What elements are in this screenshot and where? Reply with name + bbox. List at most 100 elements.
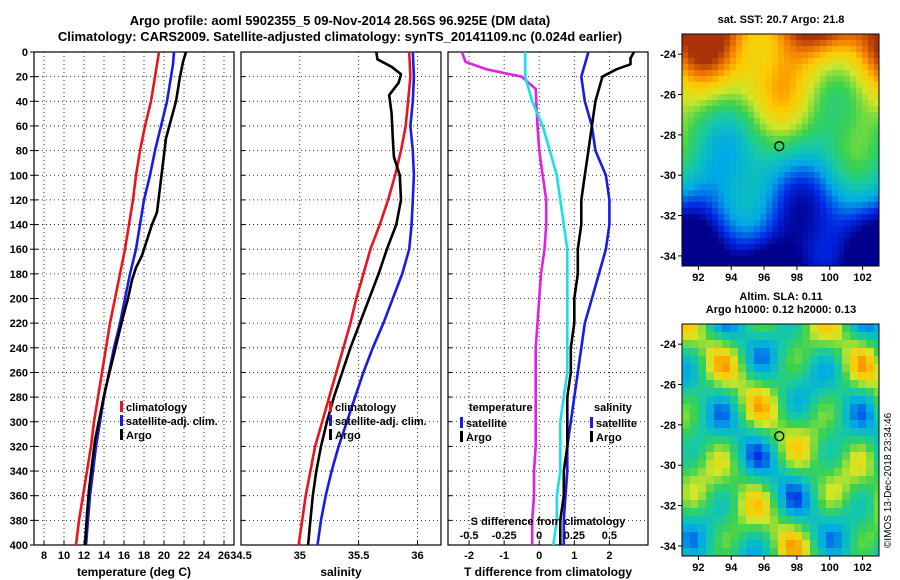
map-cell [796,124,802,130]
map-cell [784,118,790,124]
map-cell [862,262,868,266]
series-line-s-difference-vs-climatology [460,51,548,545]
map-cell [742,226,748,232]
map-cell [770,500,778,508]
map-cell [844,148,850,154]
map-cell [784,130,790,136]
map-cell [746,484,754,492]
map-cell [712,232,718,238]
map-cell [722,476,730,484]
map-cell [746,388,754,396]
map-cell [784,40,790,46]
map-cell [766,214,772,220]
map-cell [714,476,722,484]
map-cell [746,372,754,380]
map-cell [832,244,838,250]
map-cell [766,88,772,94]
series-line-argo [83,51,188,546]
map-cell [690,452,698,460]
map-cell [688,40,694,46]
x-axis-label: temperature (deg C) [77,565,191,579]
map-cell [748,184,754,190]
map-y-tick-label: -34 [660,251,677,263]
map-cell [712,94,718,100]
map-cell [834,404,842,412]
map-cell [762,516,770,524]
map-cell [738,324,746,332]
panel-salinity: 34.5 35 35.5 36salinityclimatologysatellite… [230,51,442,579]
map-cell [802,124,808,130]
map-cell [844,184,850,190]
map-cell [698,332,706,340]
map-cell [808,130,814,136]
map-cell [844,70,850,76]
map-cell [724,148,730,154]
map-cell [748,130,754,136]
map-cell [858,348,866,356]
map-cell [712,214,718,220]
map-cell [810,540,818,548]
map-cell [688,82,694,88]
map-x-tick-label: 100 [821,272,839,284]
map-cell [802,516,810,524]
map-cell [730,58,736,64]
depth-tick-label: 280 [10,392,28,404]
map-cell [778,196,784,202]
map-cell [838,94,844,100]
map-cell [706,388,714,396]
map-cell [784,124,790,130]
map-cell [682,388,690,396]
x-axis-label: T difference from climatology [464,565,632,579]
map-cell [730,388,738,396]
map-cell [808,46,814,52]
map-cell [810,508,818,516]
map-cell [714,516,722,524]
map-cell [826,244,832,250]
map-cell [832,58,838,64]
map-cell [730,208,736,214]
depth-tick-label: 160 [10,244,28,256]
map-cell [784,46,790,52]
map-cell [784,232,790,238]
map-cell [838,178,844,184]
map-cell [698,532,706,540]
map-cell [700,262,706,266]
map-cell [794,436,802,444]
map-cell [700,232,706,238]
map-cell [730,172,736,178]
map-cell [842,324,850,332]
map-cell [698,428,706,436]
map-cell [868,226,874,232]
map-cell [688,262,694,266]
map-cell [690,388,698,396]
map-cell [832,88,838,94]
map-cell [832,226,838,232]
map-cell [834,548,842,556]
depth-tick-label: 80 [16,146,28,158]
map-cell [838,130,844,136]
map-cell [706,452,714,460]
map-cell [778,178,784,184]
map-cell [832,82,838,88]
map-cell [862,220,868,226]
map-cell [682,34,688,40]
map-cell [832,160,838,166]
map-cell [856,256,862,262]
map-cell [850,208,856,214]
map-cell [834,468,842,476]
map-cell [820,82,826,88]
map-cell [690,348,698,356]
map-cell [844,250,850,256]
map-cell [838,46,844,52]
map-cell [694,136,700,142]
map-cell [786,444,794,452]
map-cell [742,244,748,250]
map-cell [874,372,879,380]
map-cell [706,64,712,70]
map-cell [706,468,714,476]
map-cell [790,40,796,46]
map-cell [738,388,746,396]
map-sla-map: 92 94 96 98 100 102-24-26-28-30-32-34 [660,323,880,574]
map-cell [718,244,724,250]
map-cell [694,94,700,100]
